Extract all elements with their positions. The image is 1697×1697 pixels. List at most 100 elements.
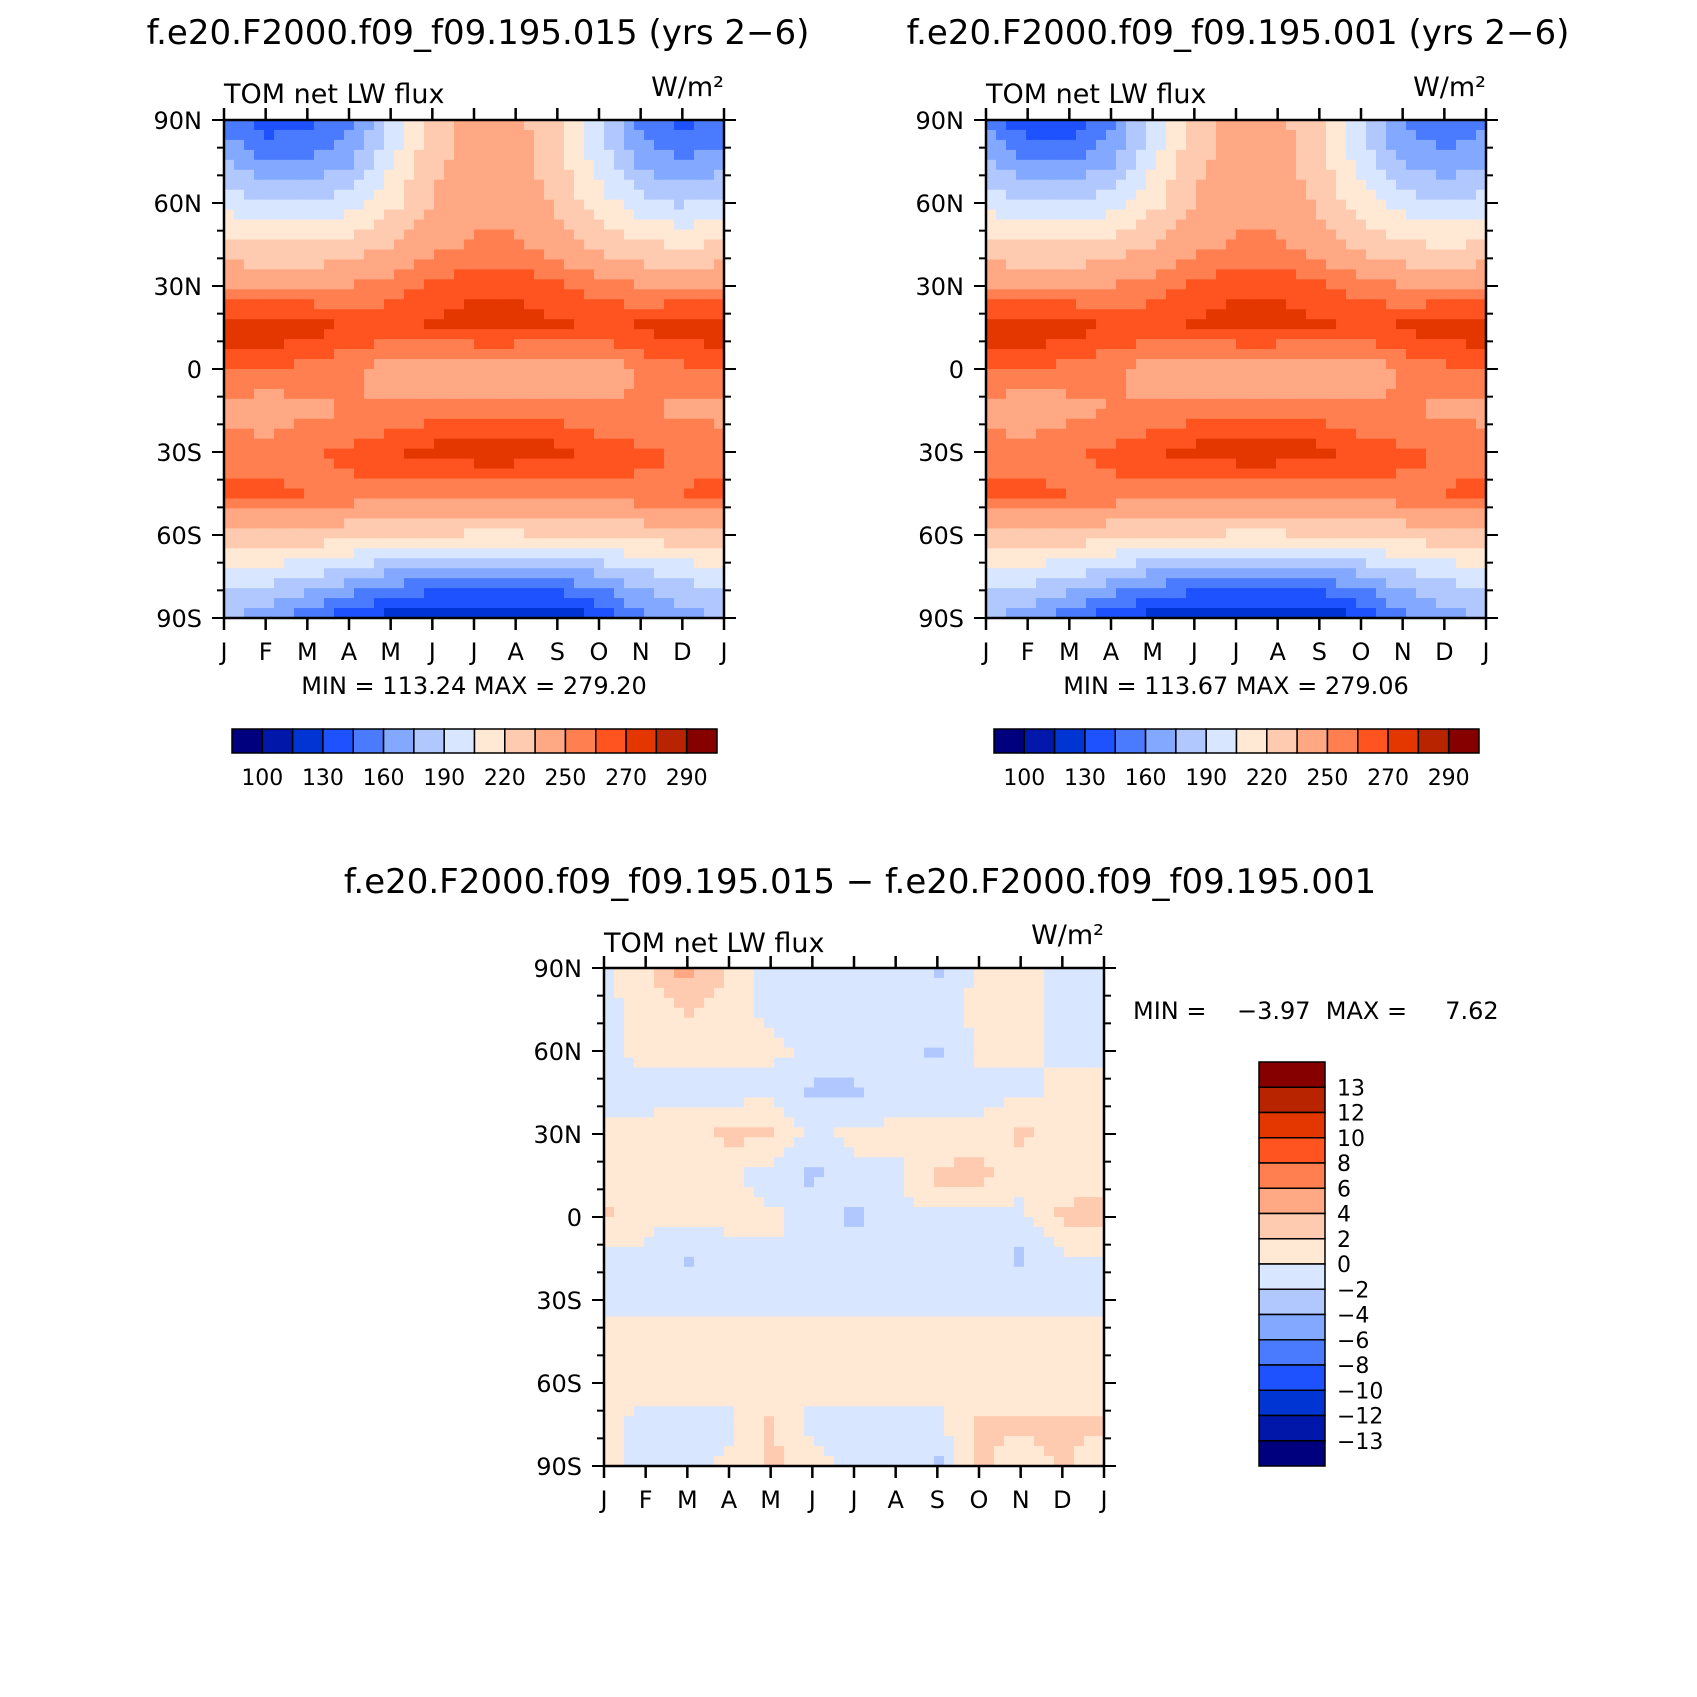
heatmap-cell (1146, 199, 1157, 211)
heatmap-cell (1406, 488, 1417, 500)
heatmap-cell (1276, 408, 1287, 420)
heatmap-cell (1226, 219, 1237, 231)
heatmap-cell (1216, 299, 1227, 310)
heatmap-cell (1436, 139, 1447, 151)
heatmap-cell (424, 289, 435, 300)
heatmap-cell (664, 339, 675, 350)
heatmap-cell (1356, 189, 1367, 201)
heatmap-cell (1396, 528, 1407, 539)
heatmap-cell (444, 269, 455, 280)
heatmap-cell (484, 488, 495, 500)
heatmap-cell (1006, 299, 1017, 310)
heatmap-cell (1296, 359, 1307, 370)
heatmap-cell (986, 329, 997, 340)
heatmap-cell (1316, 438, 1327, 450)
heatmap-cell (284, 279, 295, 290)
heatmap-cell (1126, 558, 1137, 569)
heatmap-cell (464, 120, 475, 131)
heatmap-cell (1476, 129, 1487, 141)
heatmap-cell (574, 498, 585, 510)
heatmap-cell (1436, 438, 1447, 450)
heatmap-cell (584, 568, 595, 579)
heatmap-cell (1236, 289, 1247, 300)
heatmap-cell (714, 229, 725, 241)
heatmap-cell (464, 538, 475, 549)
heatmap-cell (644, 568, 655, 579)
heatmap-cell (1046, 518, 1057, 529)
heatmap-cell (1436, 428, 1447, 440)
heatmap-cell (1236, 259, 1247, 270)
heatmap-cell (574, 299, 585, 310)
x-tick-label: S (550, 638, 565, 666)
heatmap-cell (534, 189, 545, 201)
heatmap-cell (1426, 378, 1437, 390)
heatmap-cell (304, 139, 315, 151)
heatmap-cell (1026, 588, 1037, 599)
heatmap-cell (564, 438, 575, 450)
heatmap-cell (1246, 558, 1257, 569)
heatmap-cell (1156, 528, 1167, 539)
heatmap-cell (1336, 528, 1347, 539)
heatmap-cell (1016, 289, 1027, 300)
heatmap-cell (1416, 289, 1427, 300)
heatmap-cell (1266, 418, 1277, 430)
x-tick-label: J (468, 638, 477, 666)
heatmap-cell (1246, 418, 1257, 430)
heatmap-cell (664, 169, 675, 181)
heatmap-cell (594, 428, 605, 440)
heatmap-cell (624, 219, 635, 231)
heatmap-cell (1176, 149, 1187, 161)
heatmap-cell (594, 518, 605, 529)
heatmap-cell (664, 558, 675, 569)
heatmap-cell (1456, 548, 1467, 559)
heatmap-cell (1186, 149, 1197, 161)
heatmap-cell (1126, 538, 1137, 549)
heatmap-cell (474, 179, 485, 191)
heatmap-cell (524, 428, 535, 440)
heatmap-cell (1136, 289, 1147, 300)
heatmap-cell (1096, 269, 1107, 280)
heatmap-cell (474, 289, 485, 300)
heatmap-cell (304, 438, 315, 450)
heatmap-cell (1446, 339, 1457, 350)
heatmap-cell (1176, 219, 1187, 231)
heatmap-cell (494, 398, 505, 410)
heatmap-cell (354, 388, 365, 400)
heatmap-cell (1146, 120, 1157, 131)
heatmap-cell (624, 468, 635, 480)
heatmap-cell (524, 239, 535, 251)
heatmap-cell (354, 468, 365, 480)
heatmap-cell (1246, 428, 1257, 440)
heatmap-cell (1346, 329, 1357, 340)
heatmap-cell (334, 349, 345, 360)
heatmap-cell (1466, 558, 1477, 569)
heatmap-cell (614, 558, 625, 569)
heatmap-cell (1316, 299, 1327, 310)
heatmap-cell (1316, 199, 1327, 211)
heatmap-cell (1116, 498, 1127, 510)
heatmap-cell (1006, 169, 1017, 181)
heatmap-cell (1056, 458, 1067, 470)
heatmap-cell (1446, 359, 1457, 370)
heatmap-cell (1356, 149, 1367, 161)
heatmap-cell (404, 508, 415, 519)
heatmap-cell (334, 438, 345, 450)
heatmap-cell (1306, 378, 1317, 390)
heatmap-cell (1036, 269, 1047, 280)
heatmap-cell (1136, 169, 1147, 181)
heatmap-cell (1256, 418, 1267, 430)
heatmap-cell (254, 438, 265, 450)
heatmap-cell (314, 478, 325, 490)
heatmap-cell (1046, 578, 1057, 589)
heatmap-cell (1286, 269, 1297, 280)
heatmap-cell (414, 159, 425, 171)
heatmap-cell (1436, 548, 1447, 559)
heatmap-cell (504, 548, 515, 559)
heatmap-cell (1006, 289, 1017, 300)
heatmap-cell (704, 548, 715, 559)
heatmap-cell (1086, 418, 1097, 430)
heatmap-cell (264, 179, 275, 191)
heatmap-cell (374, 229, 385, 241)
heatmap-cell (1476, 249, 1487, 261)
heatmap-cell (704, 219, 715, 231)
